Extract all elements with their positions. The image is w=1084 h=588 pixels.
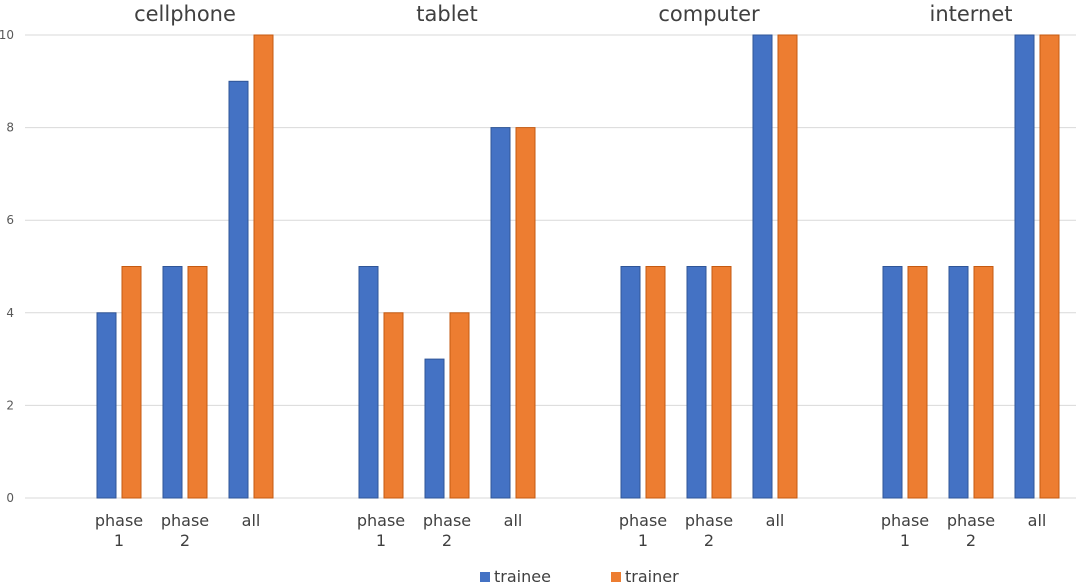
bar-trainer xyxy=(449,312,470,499)
bar-trainer xyxy=(777,34,798,499)
bar-trainee xyxy=(1014,34,1035,499)
bar-trainee xyxy=(358,266,379,499)
category-label: all xyxy=(766,511,785,530)
panel-title: cellphone xyxy=(134,2,236,26)
category-label: phase xyxy=(161,511,209,530)
bar-trainee xyxy=(228,80,249,499)
category-label: 1 xyxy=(900,531,910,550)
category-label: 2 xyxy=(442,531,452,550)
bar-trainee xyxy=(424,358,445,499)
bar-trainer xyxy=(973,266,994,499)
bar-trainee xyxy=(686,266,707,499)
legend-swatch-trainer xyxy=(611,572,621,582)
bar-trainee xyxy=(882,266,903,499)
y-tick-label: 2 xyxy=(6,398,14,412)
panel-title: computer xyxy=(658,2,760,26)
bar-trainer xyxy=(187,266,208,499)
panel-title: internet xyxy=(929,2,1012,26)
category-label: 1 xyxy=(376,531,386,550)
y-tick-label: 4 xyxy=(6,306,14,320)
bar-trainer xyxy=(383,312,404,499)
bar-trainer xyxy=(645,266,666,499)
category-label: phase xyxy=(947,511,995,530)
bar-trainer xyxy=(907,266,928,499)
y-tick-label: 8 xyxy=(6,121,14,135)
bar-trainee xyxy=(752,34,773,499)
legend: trainee trainer xyxy=(480,567,679,586)
category-label: phase xyxy=(619,511,667,530)
bar-trainee xyxy=(948,266,969,499)
bar-trainer xyxy=(253,34,274,499)
category-label: phase xyxy=(881,511,929,530)
y-axis-ticks: 0 2 4 6 8 10 xyxy=(0,28,14,505)
bar-trainee xyxy=(162,266,183,499)
bar-trainee xyxy=(490,127,511,499)
category-label: all xyxy=(1028,511,1047,530)
category-label: phase xyxy=(685,511,733,530)
category-label: 2 xyxy=(966,531,976,550)
legend-label: trainer xyxy=(625,567,679,586)
bar-trainer xyxy=(121,266,142,499)
category-label: phase xyxy=(423,511,471,530)
bar-trainer xyxy=(711,266,732,499)
bars xyxy=(96,34,1060,499)
bar-trainer xyxy=(1039,34,1060,499)
category-label: phase xyxy=(357,511,405,530)
panel-titles: cellphone tablet computer internet xyxy=(134,2,1012,26)
bar-trainee xyxy=(620,266,641,499)
legend-swatch-trainee xyxy=(480,572,490,582)
category-label: 1 xyxy=(638,531,648,550)
category-label: phase xyxy=(95,511,143,530)
panel-title: tablet xyxy=(416,2,477,26)
category-label: 2 xyxy=(704,531,714,550)
category-label: all xyxy=(504,511,523,530)
category-label: 1 xyxy=(114,531,124,550)
bar-trainer xyxy=(515,127,536,499)
y-tick-label: 0 xyxy=(6,491,14,505)
y-tick-label: 6 xyxy=(6,213,14,227)
bar-trainee xyxy=(96,312,117,499)
category-label: all xyxy=(242,511,261,530)
category-label: 2 xyxy=(180,531,190,550)
y-tick-label: 10 xyxy=(0,28,14,42)
legend-label: trainee xyxy=(494,567,551,586)
